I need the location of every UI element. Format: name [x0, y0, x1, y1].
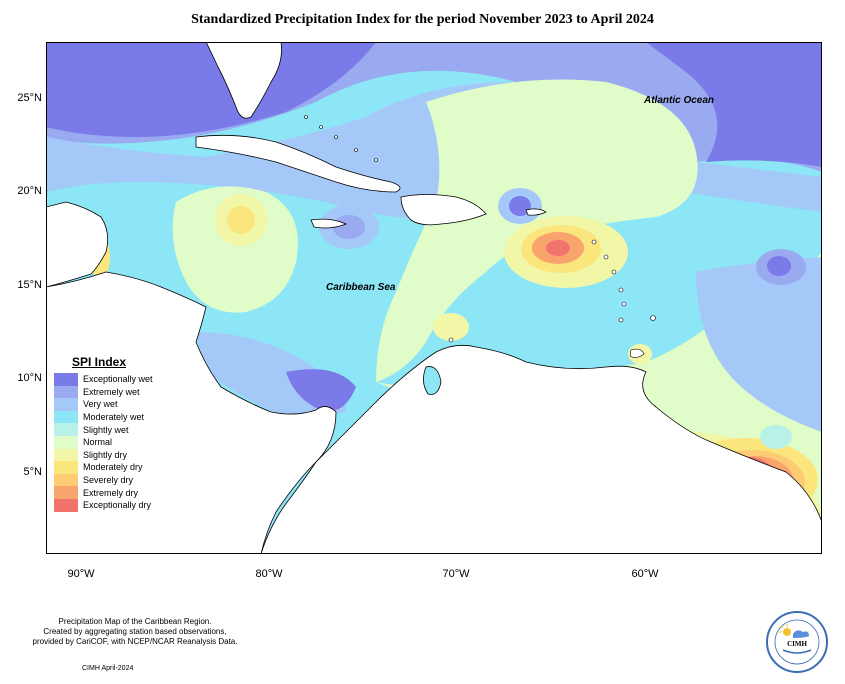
legend-label: Slightly dry — [83, 449, 128, 460]
land-hispaniola — [400, 194, 487, 226]
land-island — [603, 254, 609, 260]
land-bahamas — [354, 148, 358, 152]
legend-swatch — [54, 473, 78, 487]
legend-item: Extremely wet — [54, 385, 153, 399]
zone-slightly-wet-guianas — [760, 425, 792, 449]
land-bahamas — [334, 135, 338, 139]
lat-label-25n: 25°N — [17, 92, 42, 104]
zone-exceptionally-wet-east — [767, 256, 791, 276]
credits-line-2: Created by aggregating station based obs… — [43, 627, 227, 636]
lon-label-90w: 90°W — [67, 568, 95, 580]
label-atlantic-ocean: Atlantic Ocean — [643, 95, 714, 106]
land-puerto-rico — [525, 208, 547, 216]
lon-label-70w: 70°W — [442, 568, 470, 580]
zone-exceptionally-wet-nw — [46, 42, 376, 137]
land-trinidad — [629, 348, 645, 358]
zone-extremely-wet-central — [333, 215, 365, 239]
land-bahamas — [374, 158, 378, 162]
legend-item: Extremely dry — [54, 486, 153, 499]
spi-map-svg: Atlantic Ocean Caribbean Sea — [46, 42, 822, 554]
legend-label: Exceptionally dry — [83, 500, 152, 511]
legend-swatch — [54, 373, 78, 386]
lat-label-10n: 10°N — [17, 372, 42, 384]
legend-item: Moderately wet — [54, 410, 153, 424]
lat-label-15n: 15°N — [17, 279, 42, 291]
credits-date: CIMH April-2024 — [82, 665, 134, 672]
credits-line-3: provided by CariCOF, with NCEP/NCAR Rean… — [32, 637, 238, 646]
logo-text: CIMH — [787, 640, 807, 648]
legend-label: Normal — [83, 437, 113, 448]
legend-label: Moderately wet — [83, 412, 145, 423]
legend-swatch — [54, 435, 78, 449]
legend-label: Slightly wet — [83, 424, 129, 435]
land-island — [591, 239, 597, 245]
land-cuba — [195, 134, 401, 193]
land-bahamas — [319, 125, 323, 129]
zone-exceptionally-wet-pr — [509, 196, 531, 216]
lon-label-60w: 60°W — [631, 568, 659, 580]
legend-label: Extremely dry — [83, 487, 139, 498]
legend-item: Normal — [54, 435, 153, 449]
sun-cloud-logo-icon: CIMH — [766, 611, 828, 673]
legend-swatch — [54, 461, 78, 474]
land-florida — [205, 42, 282, 119]
lat-label-20n: 20°N — [17, 185, 42, 197]
map-frame — [46, 42, 822, 554]
land-barbados — [650, 315, 656, 321]
zone-exceptionally-wet-sw — [286, 369, 356, 412]
zone-moderately-dry-west — [227, 206, 255, 234]
land-island — [618, 317, 624, 323]
credits-block: Precipitation Map of the Caribbean Regio… — [0, 617, 270, 647]
legend-swatch — [54, 385, 78, 399]
map-title: Standardized Precipitation Index for the… — [191, 12, 654, 27]
label-caribbean-sea: Caribbean Sea — [326, 282, 396, 293]
land-bahamas — [304, 115, 308, 119]
zone-very-wet-east — [696, 257, 822, 432]
land-yucatan — [46, 201, 109, 288]
legend-swatch — [54, 423, 78, 436]
legend-swatch — [54, 410, 78, 424]
zone-slightly-dry-abc — [433, 313, 469, 341]
legend-label: Extremely wet — [83, 386, 140, 397]
legend-item: Exceptionally dry — [54, 498, 153, 512]
water-lake-maracaibo — [423, 366, 442, 395]
legend-item: Very wet — [54, 398, 153, 411]
legend-swatch — [54, 498, 78, 512]
legend-item: Slightly wet — [54, 423, 153, 436]
spi-map: Atlantic Ocean Caribbean Sea — [46, 42, 822, 554]
land-south-america — [260, 344, 822, 554]
cimh-logo: CIMH — [765, 610, 829, 674]
credits-line-1: Precipitation Map of the Caribbean Regio… — [58, 617, 212, 626]
zone-exceptionally-wet-ne — [646, 42, 822, 167]
zone-exceptionally-dry-leeward — [546, 240, 570, 256]
land-central-america — [46, 271, 337, 554]
land-island — [621, 301, 627, 307]
land-island — [618, 287, 624, 293]
legend-label: Severely dry — [83, 475, 134, 486]
lat-label-5n: 5°N — [23, 466, 42, 478]
legend-item: Exceptionally wet — [54, 373, 153, 386]
land-aruba — [448, 337, 454, 343]
spi-legend: SPI Index Exceptionally wet Extremely wet… — [54, 355, 153, 512]
legend-rows: Exceptionally wet Extremely wet Very wet Mo… — [54, 373, 153, 512]
land-jamaica — [310, 218, 348, 229]
legend-item: Moderately dry — [54, 461, 153, 474]
legend-item: Severely dry — [54, 473, 153, 487]
legend-swatch — [54, 448, 78, 462]
legend-label: Very wet — [83, 399, 118, 410]
land-island — [611, 269, 617, 275]
legend-swatch — [54, 486, 78, 499]
legend-swatch — [54, 398, 78, 411]
legend-label: Exceptionally wet — [83, 374, 153, 385]
legend-item: Slightly dry — [54, 448, 153, 462]
lon-label-80w: 80°W — [255, 568, 283, 580]
legend-label: Moderately dry — [83, 462, 143, 473]
legend-title: SPI Index — [72, 355, 127, 369]
